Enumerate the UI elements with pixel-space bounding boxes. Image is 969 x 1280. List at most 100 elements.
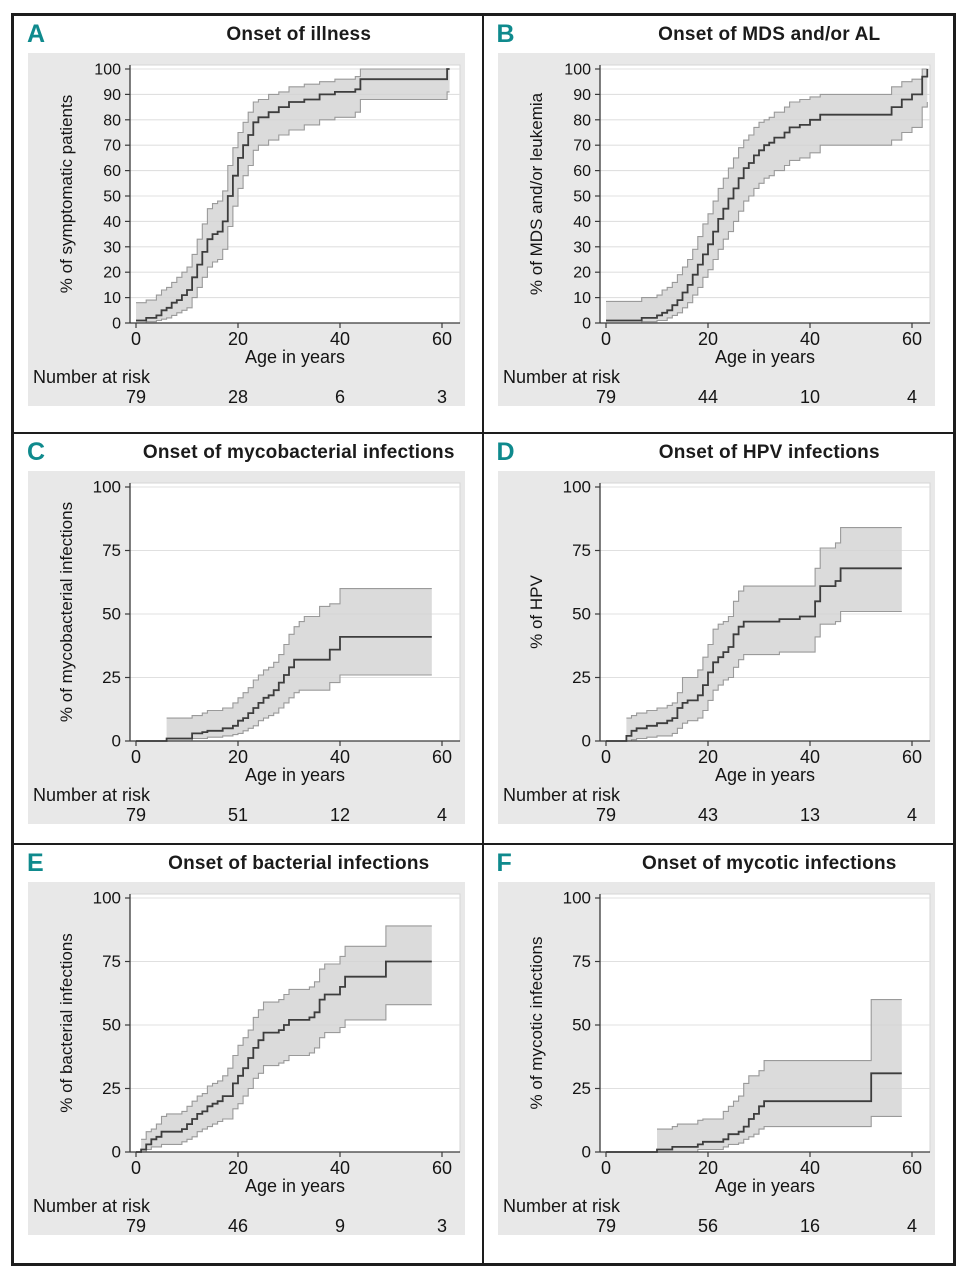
svg-text:0: 0: [582, 316, 591, 333]
panel-e-header: E Onset of bacterial infections: [14, 849, 482, 882]
svg-text:20: 20: [228, 329, 248, 349]
svg-text:0: 0: [131, 1158, 141, 1178]
svg-text:% of mycotic infections: % of mycotic infections: [527, 937, 546, 1110]
svg-text:Age in years: Age in years: [245, 1176, 345, 1196]
svg-text:75: 75: [102, 952, 121, 971]
svg-text:25: 25: [572, 1079, 591, 1098]
panel-f-title: Onset of mycotic infections: [641, 853, 897, 874]
svg-text:60: 60: [901, 1158, 921, 1178]
svg-text:0: 0: [131, 747, 141, 767]
svg-text:75: 75: [102, 541, 121, 560]
svg-text:60: 60: [432, 329, 452, 349]
svg-text:0: 0: [112, 1143, 121, 1162]
svg-text:% of MDS and/or leukemia: % of MDS and/or leukemia: [527, 92, 546, 295]
svg-text:80: 80: [103, 112, 121, 129]
panel-d-letter: D: [496, 438, 515, 466]
svg-text:4: 4: [906, 387, 916, 406]
panel-b-header: B Onset of MDS and/or AL: [484, 20, 954, 53]
svg-text:3: 3: [437, 387, 447, 406]
svg-text:50: 50: [572, 1016, 591, 1035]
panel-a-letter: A: [27, 20, 46, 48]
svg-text:46: 46: [228, 1216, 248, 1235]
svg-text:20: 20: [228, 747, 248, 767]
svg-text:28: 28: [228, 387, 248, 406]
panel-f-km-plot: 0 25 50 75 100 0 20 40 60 Age in years % of mycoti…: [497, 882, 935, 1236]
panel-b-km-plot: 0 10 20 30 40 50 60 70 80 90 100 0 20 40 60 Age in year…: [497, 53, 935, 407]
svg-text:9: 9: [335, 1216, 345, 1235]
svg-text:75: 75: [572, 541, 591, 560]
panel-d-title: Onset of HPV infections: [658, 442, 880, 463]
svg-text:100: 100: [93, 889, 121, 908]
svg-text:30: 30: [103, 239, 121, 256]
panel-b-letter: B: [496, 20, 515, 48]
figure-grid: A Onset of illness 0 10 20 30 40 50 60 70 80 90 10…: [11, 13, 956, 1266]
svg-text:50: 50: [102, 1016, 121, 1035]
svg-text:10: 10: [799, 387, 819, 406]
svg-text:Number at risk: Number at risk: [33, 785, 151, 805]
svg-text:25: 25: [572, 668, 591, 687]
svg-text:30: 30: [573, 239, 591, 256]
svg-text:60: 60: [432, 747, 452, 767]
svg-text:0: 0: [112, 732, 121, 751]
svg-text:90: 90: [573, 87, 591, 104]
panel-f: F Onset of mycotic infections 0 25 50 75 100…: [483, 845, 954, 1263]
panel-a-title: Onset of illness: [226, 24, 372, 45]
svg-text:10: 10: [103, 290, 121, 307]
km-plot-svg: 0 25 50 75 100 0 20 40 60 Age in years % of bacter…: [28, 882, 465, 1236]
svg-text:% of bacterial infections: % of bacterial infections: [57, 933, 76, 1113]
svg-text:50: 50: [573, 189, 591, 206]
panel-a-km-plot: 0 10 20 30 40 50 60 70 80 90 100 0 20 40 60 Age in year…: [28, 53, 465, 407]
panel-f-header: F Onset of mycotic infections: [484, 849, 954, 882]
svg-text:16: 16: [799, 1216, 819, 1235]
svg-text:40: 40: [799, 329, 819, 349]
panel-b-title: Onset of MDS and/or AL: [658, 24, 881, 45]
svg-text:40: 40: [103, 214, 121, 231]
km-plot-svg: 0 25 50 75 100 0 20 40 60 Age in years % of HPV Num…: [497, 471, 935, 825]
svg-text:Number at risk: Number at risk: [503, 367, 621, 387]
km-plot-svg: 0 10 20 30 40 50 60 70 80 90 100 0 20 40 60 Age in year…: [497, 53, 935, 407]
panel-f-letter: F: [496, 849, 512, 877]
svg-text:80: 80: [573, 112, 591, 129]
km-plot-svg: 0 25 50 75 100 0 20 40 60 Age in years % of mycoti…: [497, 882, 935, 1236]
panel-b: B Onset of MDS and/or AL 0 10 20 30 40 50 60 70…: [483, 16, 954, 434]
svg-text:10: 10: [573, 290, 591, 307]
svg-text:90: 90: [103, 87, 121, 104]
svg-text:40: 40: [330, 329, 350, 349]
panel-a: A Onset of illness 0 10 20 30 40 50 60 70 80 90 10…: [14, 16, 484, 434]
svg-text:56: 56: [697, 1216, 717, 1235]
panel-a-header: A Onset of illness: [14, 20, 482, 53]
svg-text:0: 0: [600, 747, 610, 767]
svg-text:0: 0: [112, 316, 121, 333]
svg-text:20: 20: [228, 1158, 248, 1178]
svg-text:60: 60: [901, 329, 921, 349]
svg-text:25: 25: [102, 1079, 121, 1098]
svg-text:79: 79: [126, 805, 146, 824]
svg-text:79: 79: [595, 805, 615, 824]
svg-text:60: 60: [901, 747, 921, 767]
svg-text:20: 20: [573, 265, 591, 282]
svg-text:60: 60: [103, 163, 121, 180]
svg-text:20: 20: [697, 329, 717, 349]
svg-text:40: 40: [330, 1158, 350, 1178]
svg-text:Age in years: Age in years: [245, 765, 345, 785]
svg-text:0: 0: [600, 1158, 610, 1178]
svg-text:0: 0: [581, 732, 590, 751]
svg-text:Number at risk: Number at risk: [503, 1196, 621, 1216]
svg-text:4: 4: [906, 1216, 916, 1235]
svg-text:40: 40: [573, 214, 591, 231]
svg-text:60: 60: [573, 163, 591, 180]
svg-text:3: 3: [437, 1216, 447, 1235]
svg-text:60: 60: [432, 1158, 452, 1178]
svg-text:100: 100: [564, 62, 591, 79]
svg-text:Number at risk: Number at risk: [33, 367, 151, 387]
km-plot-svg: 0 25 50 75 100 0 20 40 60 Age in years % of mycoba…: [28, 471, 465, 825]
svg-text:% of symptomatic patients: % of symptomatic patients: [57, 95, 76, 293]
svg-text:20: 20: [103, 265, 121, 282]
svg-text:79: 79: [595, 387, 615, 406]
svg-text:40: 40: [799, 1158, 819, 1178]
svg-text:50: 50: [103, 189, 121, 206]
svg-text:79: 79: [126, 387, 146, 406]
svg-text:Age in years: Age in years: [714, 1176, 814, 1196]
svg-text:20: 20: [697, 747, 717, 767]
